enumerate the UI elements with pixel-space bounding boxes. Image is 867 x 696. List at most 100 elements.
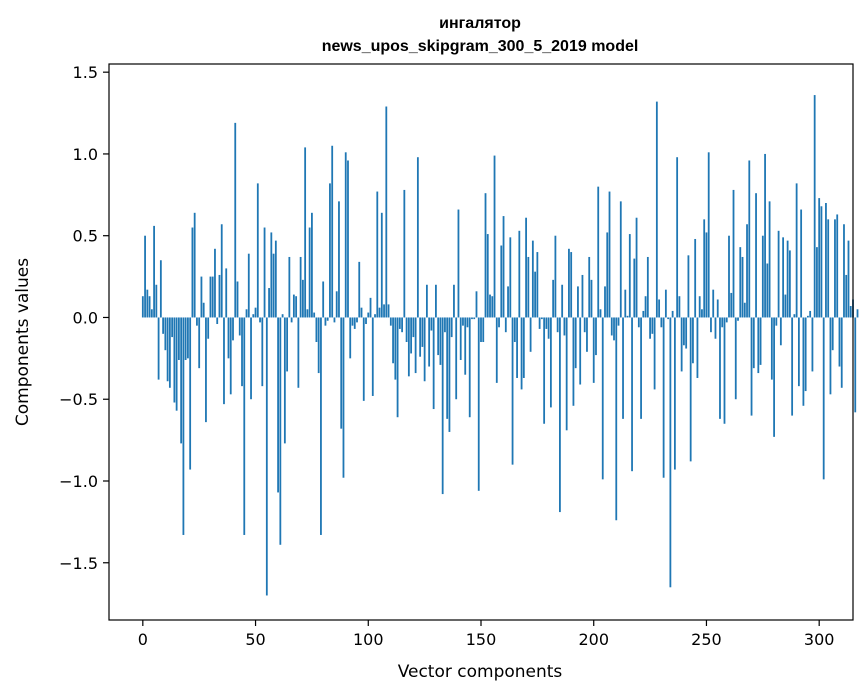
bar-283: [779, 317, 782, 346]
bar-294: [804, 317, 807, 392]
bar-215: [626, 315, 629, 318]
bar-235: [671, 310, 674, 318]
bar-134: [444, 317, 446, 333]
bar-204: [601, 317, 604, 480]
bar-228: [655, 101, 658, 318]
bar-250: [705, 232, 708, 318]
bar-32: [214, 248, 216, 318]
bar-252: [710, 317, 712, 333]
bar-33: [216, 317, 219, 325]
bar-255: [716, 299, 719, 318]
bar-105: [378, 307, 381, 318]
bar-142: [462, 317, 464, 326]
bar-68: [295, 296, 298, 318]
bar-73: [306, 309, 309, 318]
bar-41: [234, 122, 237, 318]
bar-62: [281, 314, 284, 318]
bar-56: [268, 288, 270, 318]
bar-118: [407, 317, 410, 377]
x-axis-label: Vector components: [398, 662, 563, 682]
bar-309: [838, 317, 841, 367]
bar-90: [344, 152, 347, 318]
bar-236: [673, 317, 676, 470]
bar-102: [371, 317, 374, 396]
bar-175: [536, 252, 539, 318]
bar-170: [525, 217, 527, 318]
bar-150: [480, 317, 482, 342]
bar-211: [617, 317, 620, 326]
bar-225: [649, 317, 651, 339]
bar-3: [148, 296, 151, 318]
bar-166: [516, 317, 518, 378]
bar-63: [283, 317, 286, 444]
bar-277: [766, 263, 769, 318]
bar-42: [236, 281, 239, 318]
bar-310: [840, 317, 843, 388]
bar-197: [586, 317, 588, 352]
bar-190: [570, 252, 573, 318]
bar-23: [193, 212, 196, 318]
bar-9: [162, 317, 165, 334]
bar-200: [592, 317, 595, 383]
bar-262: [732, 189, 735, 318]
bar-292: [800, 209, 803, 318]
bar-127: [428, 317, 431, 367]
bar-131: [437, 317, 440, 356]
bar-30: [209, 276, 212, 318]
bar-141: [459, 317, 462, 360]
bar-104: [376, 191, 379, 318]
bar-163: [509, 237, 512, 318]
bar-115: [401, 317, 403, 333]
bar-272: [755, 193, 757, 318]
bar-17: [180, 317, 183, 444]
bar-152: [484, 193, 487, 318]
bar-91: [347, 160, 349, 318]
bar-57: [270, 232, 273, 318]
bar-100: [367, 312, 370, 318]
bar-98: [362, 317, 365, 401]
bar-125: [423, 317, 426, 382]
bar-167: [518, 230, 521, 318]
bar-48: [250, 317, 252, 400]
bar-38: [227, 317, 230, 359]
bar-266: [741, 256, 744, 318]
bar-229: [658, 299, 661, 318]
bar-37: [225, 268, 228, 318]
bar-143: [464, 317, 467, 375]
bar-36: [223, 317, 225, 405]
bar-268: [746, 224, 748, 318]
bar-83: [329, 183, 331, 318]
y-tick-label: 1.0: [73, 145, 98, 164]
bar-280: [773, 317, 775, 437]
bar-312: [845, 274, 848, 318]
bar-106: [380, 212, 383, 318]
bar-26: [200, 276, 203, 318]
bar-45: [243, 317, 246, 535]
bar-137: [450, 317, 453, 338]
bar-176: [538, 317, 541, 329]
bar-219: [635, 217, 638, 318]
bar-128: [430, 317, 433, 331]
x-tick-label: 150: [466, 630, 497, 649]
x-tick-label: 50: [245, 630, 265, 649]
bar-240: [683, 317, 685, 346]
bar-299: [816, 247, 818, 318]
bar-269: [748, 160, 751, 318]
bar-221: [640, 317, 642, 419]
bar-66: [290, 317, 293, 323]
x-tick-label: 250: [691, 630, 722, 649]
bar-193: [577, 286, 579, 318]
bar-234: [669, 317, 672, 588]
bar-145: [468, 317, 471, 418]
bar-173: [531, 240, 534, 318]
bar-237: [676, 157, 679, 318]
bar-103: [374, 314, 376, 318]
bar-265: [739, 247, 742, 318]
bar-276: [764, 153, 766, 318]
bar-64: [286, 317, 289, 372]
y-tick-label: −1.5: [59, 554, 98, 573]
bar-129: [432, 317, 435, 410]
bar-88: [340, 317, 343, 429]
bar-94: [353, 317, 356, 329]
